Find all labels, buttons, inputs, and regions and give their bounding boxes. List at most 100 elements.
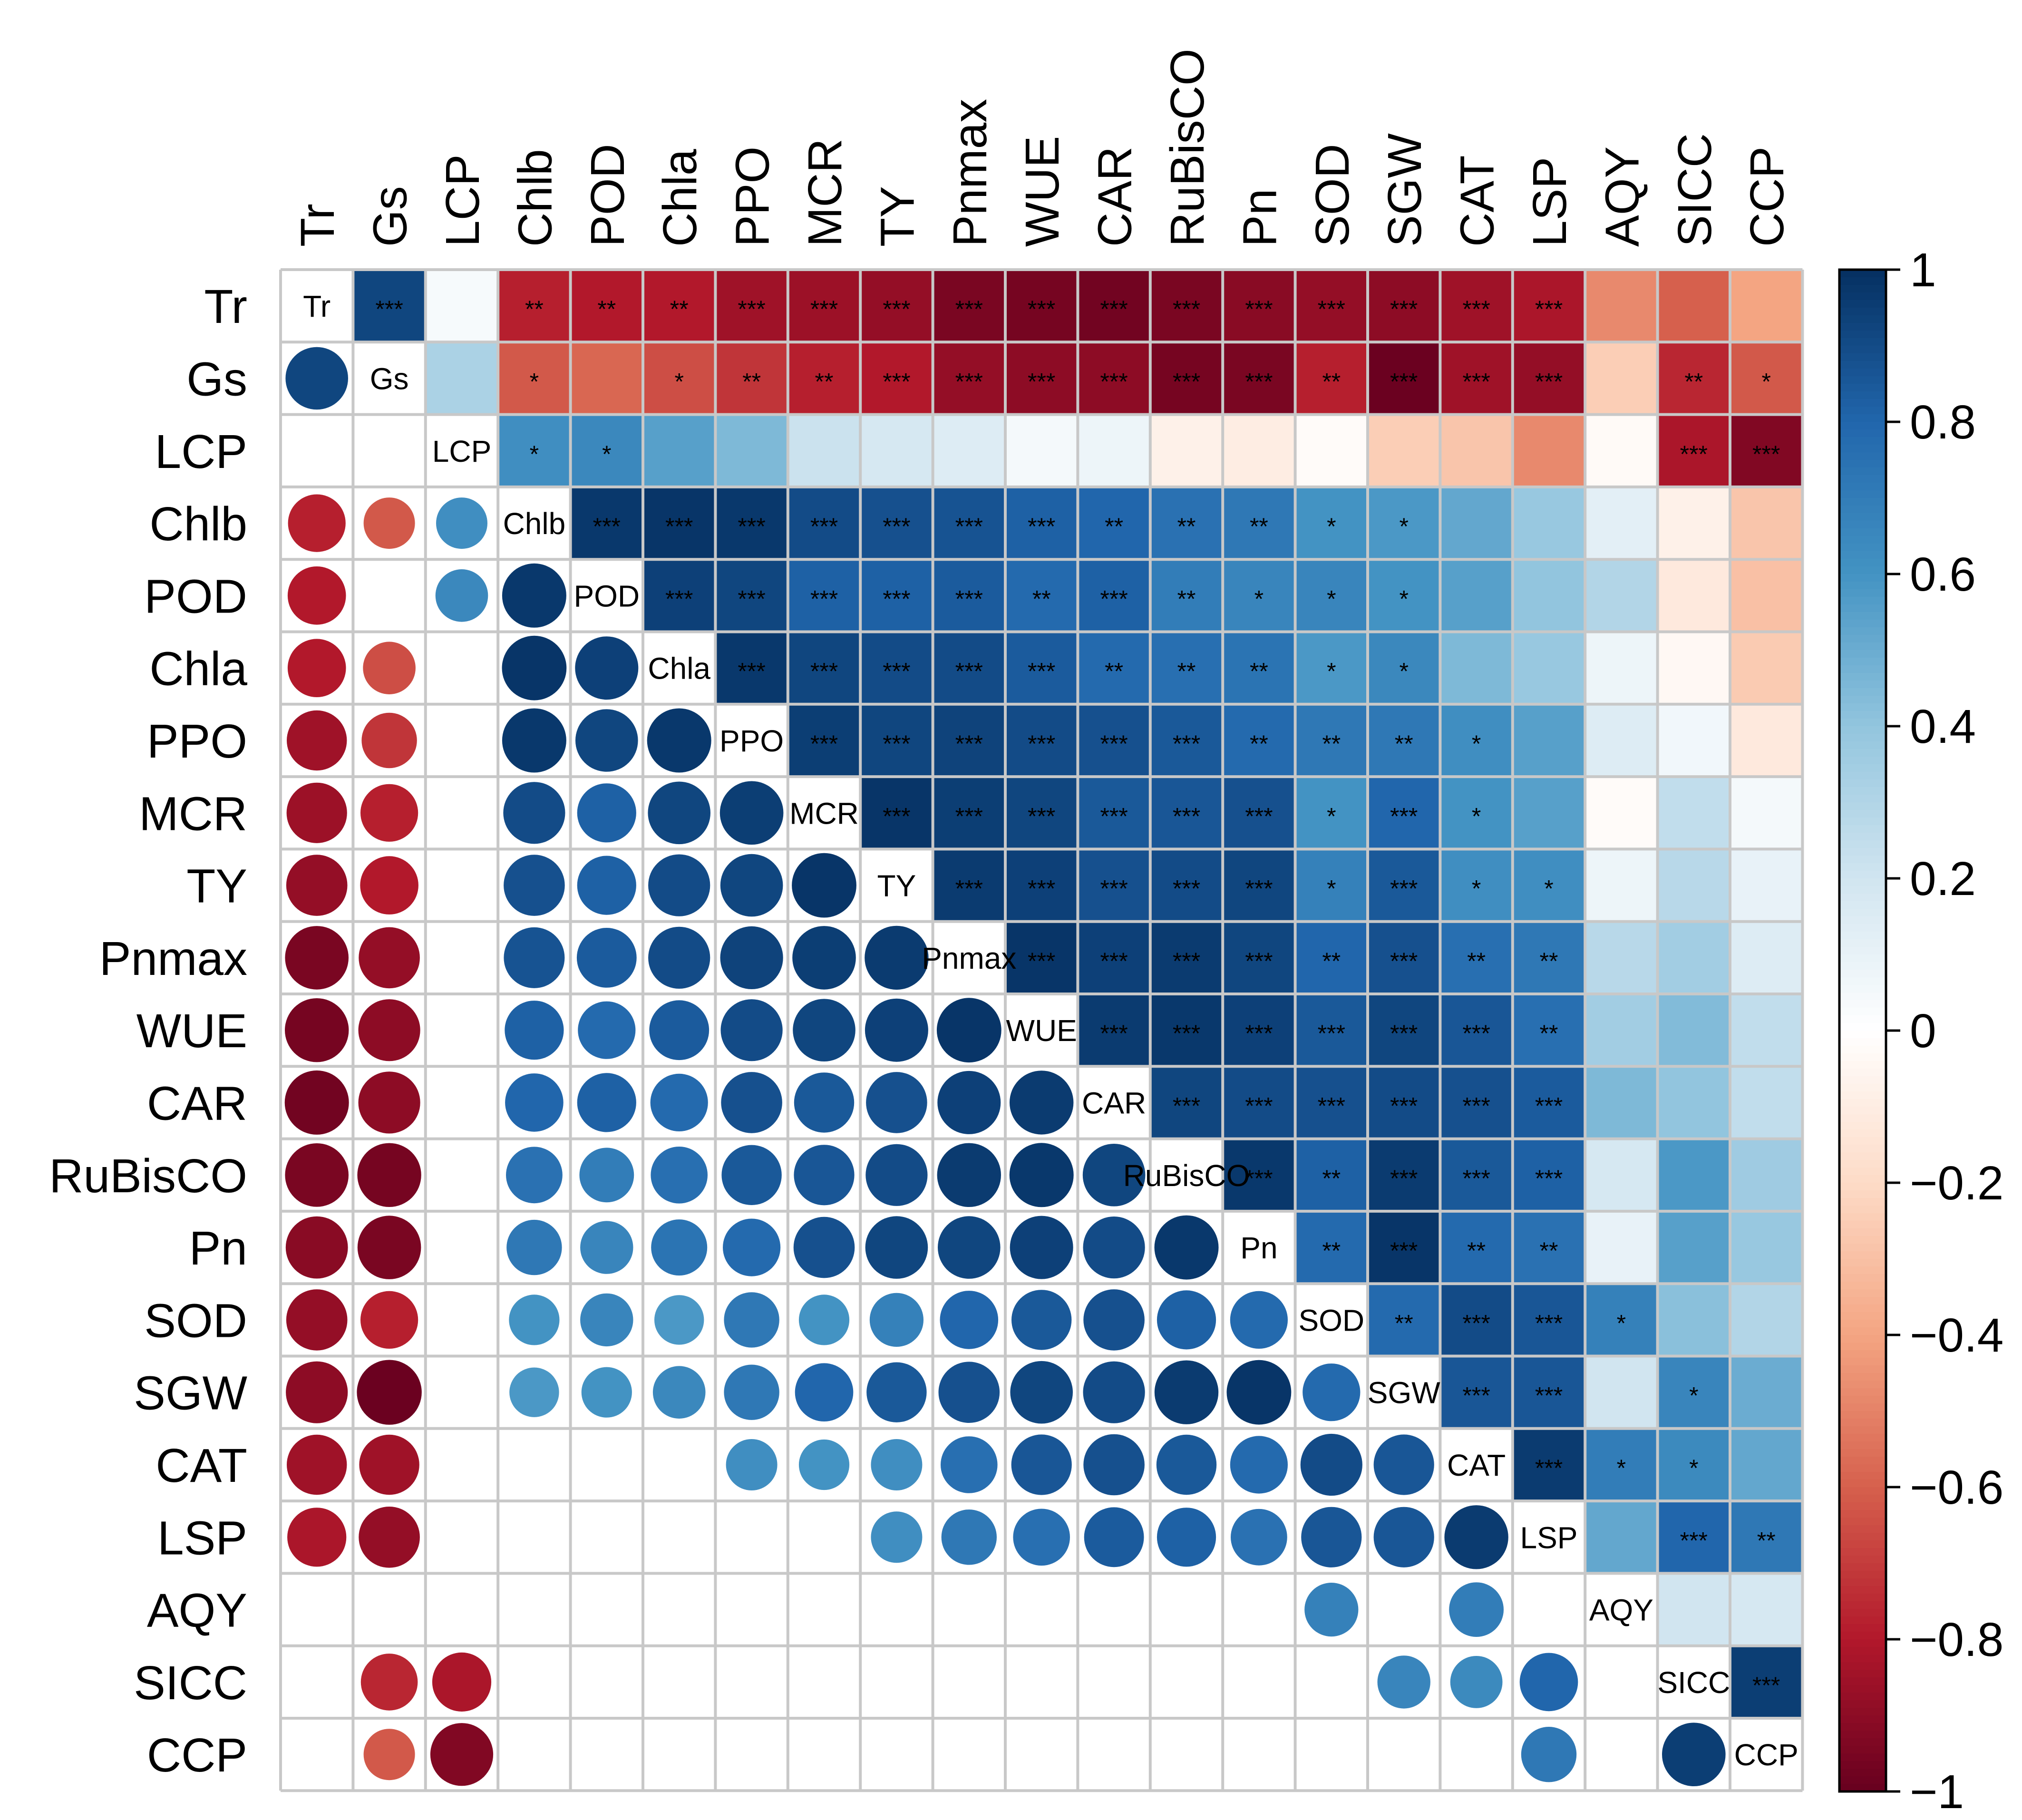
cell-POD-TY [860, 559, 933, 633]
cell-LCP-CAR [1078, 414, 1151, 487]
sig-TY-Pn: *** [1245, 876, 1273, 902]
circle-RuBisCO-Pnmax [937, 1143, 1001, 1207]
circle-POD-LCP [435, 569, 488, 622]
cell-SGW-AQY [1585, 1356, 1658, 1429]
diag-label-MCR: MCR [789, 796, 859, 830]
sig-WUE-Pn: *** [1245, 1020, 1273, 1047]
circle-Pnmax-MCR [792, 926, 856, 990]
cell-Gs-LSP [1512, 342, 1585, 415]
legend-swatch [1839, 1304, 1886, 1313]
cell-RuBisCO-SOD [1295, 1139, 1368, 1212]
diag-label-POD: POD [574, 579, 640, 613]
sig-Tr-CAR: *** [1100, 296, 1128, 322]
sig-Chla-PPO: *** [738, 658, 765, 685]
cell-POD-WUE [1005, 559, 1078, 633]
legend-swatch [1839, 1616, 1886, 1625]
circle-Pn-CAR [1083, 1217, 1145, 1279]
circle-Pnmax-Gs [359, 927, 420, 989]
cell-LSP-SICC [1657, 1501, 1730, 1574]
cell-Tr-Pnmax [933, 270, 1006, 342]
circle-PPO-Gs [361, 712, 417, 769]
circle-RuBisCO-Chlb [506, 1147, 563, 1204]
legend-swatch [1839, 1091, 1886, 1100]
sig-PPO-Pn: ** [1250, 730, 1268, 757]
cell-SOD-AQY [1585, 1284, 1658, 1357]
cell-POD-LSP [1512, 559, 1585, 633]
sig-Gs-Pnmax: *** [955, 369, 983, 395]
legend-swatch [1839, 1457, 1886, 1465]
legend-swatch [1839, 916, 1886, 925]
row-label-Pn: Pn [189, 1222, 247, 1275]
sig-Pnmax-CAT: ** [1467, 948, 1486, 974]
cell-RuBisCO-SICC [1657, 1139, 1730, 1212]
cell-LCP-Pnmax [933, 414, 1006, 487]
cell-MCR-SICC [1657, 777, 1730, 849]
sig-CAT-SICC: * [1689, 1455, 1698, 1481]
sig-Pnmax-CAR: *** [1100, 948, 1128, 974]
legend-swatch [1839, 384, 1886, 392]
sig-SOD-SGW: ** [1395, 1310, 1413, 1336]
cell-Chla-LSP [1512, 632, 1585, 705]
diag-label-WUE: WUE [1006, 1013, 1077, 1048]
circle-Pn-MCR [793, 1217, 855, 1278]
legend-swatch [1839, 764, 1886, 772]
legend-swatch [1839, 1426, 1886, 1434]
sig-MCR-RuBisCO: *** [1173, 803, 1200, 829]
cell-Pn-LSP [1512, 1211, 1585, 1284]
cell-RuBisCO-Pn [1223, 1139, 1296, 1212]
cell-WUE-SICC [1657, 994, 1730, 1067]
circle-SGW-Chla [652, 1366, 706, 1419]
legend-swatch [1839, 1373, 1886, 1381]
cell-LCP-MCR [787, 414, 861, 487]
cell-SGW-SICC [1657, 1356, 1730, 1429]
circle-SOD-Tr [286, 1289, 348, 1351]
legend-swatch [1839, 1114, 1886, 1122]
circle-SGW-POD [581, 1367, 632, 1418]
sig-Tr-Chla: ** [670, 296, 689, 322]
sig-Tr-Pnmax: *** [955, 296, 983, 322]
legend-swatch [1839, 1198, 1886, 1206]
cell-LCP-CCP [1730, 414, 1803, 487]
circle-LSP-Pnmax [941, 1509, 997, 1565]
circle-LSP-TY [871, 1511, 923, 1563]
sig-Pn-SOD: ** [1322, 1237, 1341, 1264]
legend-swatch [1839, 490, 1886, 498]
legend-swatch [1839, 688, 1886, 696]
diag-label-Chlb: Chlb [503, 506, 566, 541]
sig-TY-Pnmax: *** [955, 876, 983, 902]
cell-POD-CCP [1730, 559, 1803, 633]
circle-CAR-Gs [358, 1071, 420, 1134]
cell-PPO-SOD [1295, 704, 1368, 777]
circle-POD-Chlb [502, 563, 566, 628]
legend-swatch [1839, 292, 1886, 301]
sig-Tr-POD: ** [597, 296, 616, 322]
legend-swatch [1839, 407, 1886, 415]
circle-WUE-POD [578, 1001, 636, 1059]
legend-swatch [1839, 757, 1886, 765]
circle-Chla-Tr [287, 639, 346, 697]
circle-Pn-Pnmax [938, 1216, 1001, 1279]
circle-CAT-RuBisCO [1156, 1434, 1217, 1495]
circle-SICC-LCP [432, 1652, 492, 1712]
legend-swatch [1839, 1677, 1886, 1685]
circle-CAR-Pnmax [937, 1071, 1001, 1134]
circle-LSP-Pn [1231, 1509, 1287, 1566]
sig-RuBisCO-LSP: *** [1535, 1165, 1563, 1192]
legend-swatch [1839, 711, 1886, 719]
cell-PPO-CCP [1730, 704, 1803, 777]
legend-swatch [1839, 1228, 1886, 1236]
legend-swatch [1839, 878, 1886, 886]
legend-swatch [1839, 1358, 1886, 1366]
cell-AQY-CCP [1730, 1573, 1803, 1646]
cell-WUE-CAR [1078, 994, 1151, 1067]
legend-swatch [1839, 1282, 1886, 1290]
sig-TY-SGW: *** [1390, 876, 1418, 902]
circle-CCP-SICC [1662, 1723, 1726, 1786]
cell-CAT-LSP [1512, 1428, 1585, 1501]
legend-swatch [1839, 1403, 1886, 1411]
sig-Chlb-POD: *** [593, 513, 621, 540]
sig-Tr-MCR: *** [810, 296, 838, 322]
circle-CAR-Tr [284, 1070, 349, 1135]
sig-PPO-RuBisCO: *** [1173, 730, 1200, 757]
legend-swatch [1839, 1099, 1886, 1107]
